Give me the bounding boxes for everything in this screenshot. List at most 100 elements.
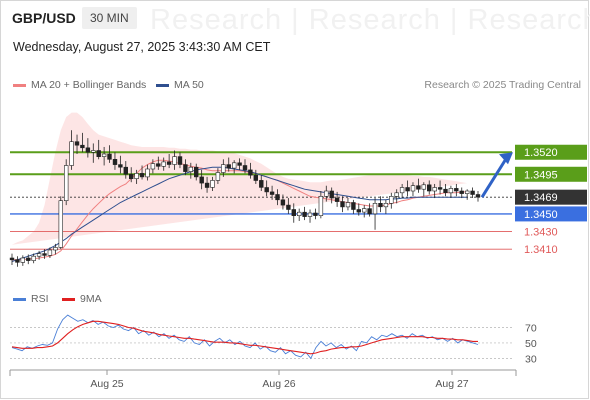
rsi-ma-swatch (62, 297, 75, 301)
legend-ma20: MA 20 + Bollinger Bands (13, 79, 146, 91)
candle-body-19 (112, 159, 118, 165)
candle-body-18 (107, 153, 112, 160)
rsi-panel: 70 50 30 (10, 314, 537, 365)
rsi-legend-label: RSI (31, 293, 49, 305)
candle-body-46 (259, 180, 264, 188)
candle-body-15 (91, 150, 96, 153)
candle-body-38 (215, 172, 221, 181)
forecast-arrow-shaft (480, 156, 509, 198)
candle-body-17 (101, 153, 107, 157)
candle-body-44 (248, 169, 253, 176)
candle-body-5 (36, 253, 42, 257)
candle-body-20 (118, 164, 123, 168)
candle-body-9 (58, 200, 64, 248)
time-tick-label-1: Aug 26 (262, 378, 295, 390)
candle-body-11 (69, 141, 74, 166)
candle-body-70 (389, 196, 394, 204)
candle-body-62 (345, 202, 351, 208)
candle-body-40 (226, 164, 231, 169)
rsi-swatch (13, 297, 26, 301)
candle-body-59 (329, 190, 334, 199)
candle-body-28 (161, 161, 166, 167)
candle-body-68 (378, 203, 383, 208)
candle-body-84 (464, 190, 470, 194)
candle-body-73 (405, 187, 410, 192)
chart-header: Research | Research | Research GBP/USD 3… (0, 0, 590, 36)
candle-body-66 (367, 208, 372, 215)
candle-body-36 (204, 182, 210, 188)
level-label-bg-2 (515, 189, 587, 205)
candle-body-76 (421, 184, 426, 190)
candle-body-54 (302, 211, 307, 217)
candle-body-25 (145, 168, 150, 178)
bollinger-band-layer (12, 112, 468, 245)
level-label-bg-0 (515, 144, 587, 160)
candle-body-55 (307, 212, 313, 217)
candle-body-30 (172, 156, 177, 165)
rsi-ma-line (11, 320, 478, 355)
candle-body-79 (437, 187, 443, 190)
candle-body-16 (96, 150, 101, 157)
ma20-swatch (13, 83, 26, 87)
candle-body-57 (318, 196, 324, 217)
symbol-label: GBP/USD (12, 10, 76, 26)
candle-body-42 (237, 162, 242, 166)
candle-body-34 (194, 166, 199, 178)
candle-body-21 (123, 166, 129, 175)
candle-body-37 (210, 180, 215, 188)
legend-rsi-ma: 9MA (62, 293, 102, 305)
candle-body-82 (454, 188, 459, 192)
candle-body-78 (432, 187, 437, 192)
candle-body-27 (156, 163, 161, 167)
time-tick-label-2: Aug 27 (435, 378, 468, 390)
candle-body-26 (150, 163, 156, 170)
candle-body-65 (361, 208, 367, 213)
candle-body-72 (399, 187, 405, 194)
level-label-support-5: 1.3410 (524, 244, 558, 256)
level-labels-layer: 1.3520 1.3495 1.3469 1.3450 1.3430 1.3410 (515, 144, 587, 256)
candle-body-43 (242, 165, 248, 171)
level-label-current-2: 1.3469 (524, 192, 558, 204)
level-label-pivot-3: 1.3450 (524, 209, 558, 221)
candle-body-32 (183, 164, 188, 172)
candle-body-56 (313, 212, 318, 216)
time-axis: Aug 25 Aug 26 Aug 27 (9, 369, 517, 390)
candle-body-29 (166, 161, 172, 165)
ma50-legend-label: MA 50 (174, 79, 204, 91)
candle-body-8 (53, 247, 58, 251)
candle-body-13 (80, 144, 85, 149)
candle-body-1 (15, 259, 20, 263)
candle-body-77 (426, 184, 432, 192)
level-label-bg-1 (515, 166, 587, 182)
timeframe-badge[interactable]: 30 MIN (82, 7, 137, 29)
candle-body-80 (443, 188, 448, 193)
candle-body-0 (9, 257, 15, 261)
candle-body-39 (221, 164, 226, 173)
candle-body-58 (324, 190, 329, 197)
legend-rsi: RSI (13, 293, 49, 305)
candle-body-67 (372, 203, 378, 215)
rsi-tick-label-30: 30 (525, 353, 537, 365)
level-label-resistance-0: 1.3520 (524, 147, 558, 159)
candle-body-83 (459, 190, 464, 194)
candles-layer (9, 130, 481, 267)
candle-body-49 (275, 194, 280, 201)
candle-body-64 (356, 209, 361, 213)
candle-body-33 (188, 166, 193, 172)
candle-body-71 (394, 192, 399, 197)
candle-body-48 (269, 191, 275, 195)
forecast-arrow-head (499, 152, 513, 165)
watermark: Research | Research | Research (150, 4, 590, 36)
candle-body-24 (139, 173, 145, 178)
candle-body-85 (470, 190, 475, 195)
candle-body-86 (475, 194, 481, 198)
candle-body-14 (85, 147, 91, 153)
candle-body-41 (232, 162, 237, 169)
ma20-legend-label: MA 20 + Bollinger Bands (31, 79, 147, 91)
candle-body-75 (416, 185, 421, 190)
rsi-tick-label-70: 70 (525, 322, 537, 334)
candle-body-81 (448, 188, 454, 194)
ma50-swatch (156, 83, 169, 87)
candle-body-4 (31, 255, 36, 261)
